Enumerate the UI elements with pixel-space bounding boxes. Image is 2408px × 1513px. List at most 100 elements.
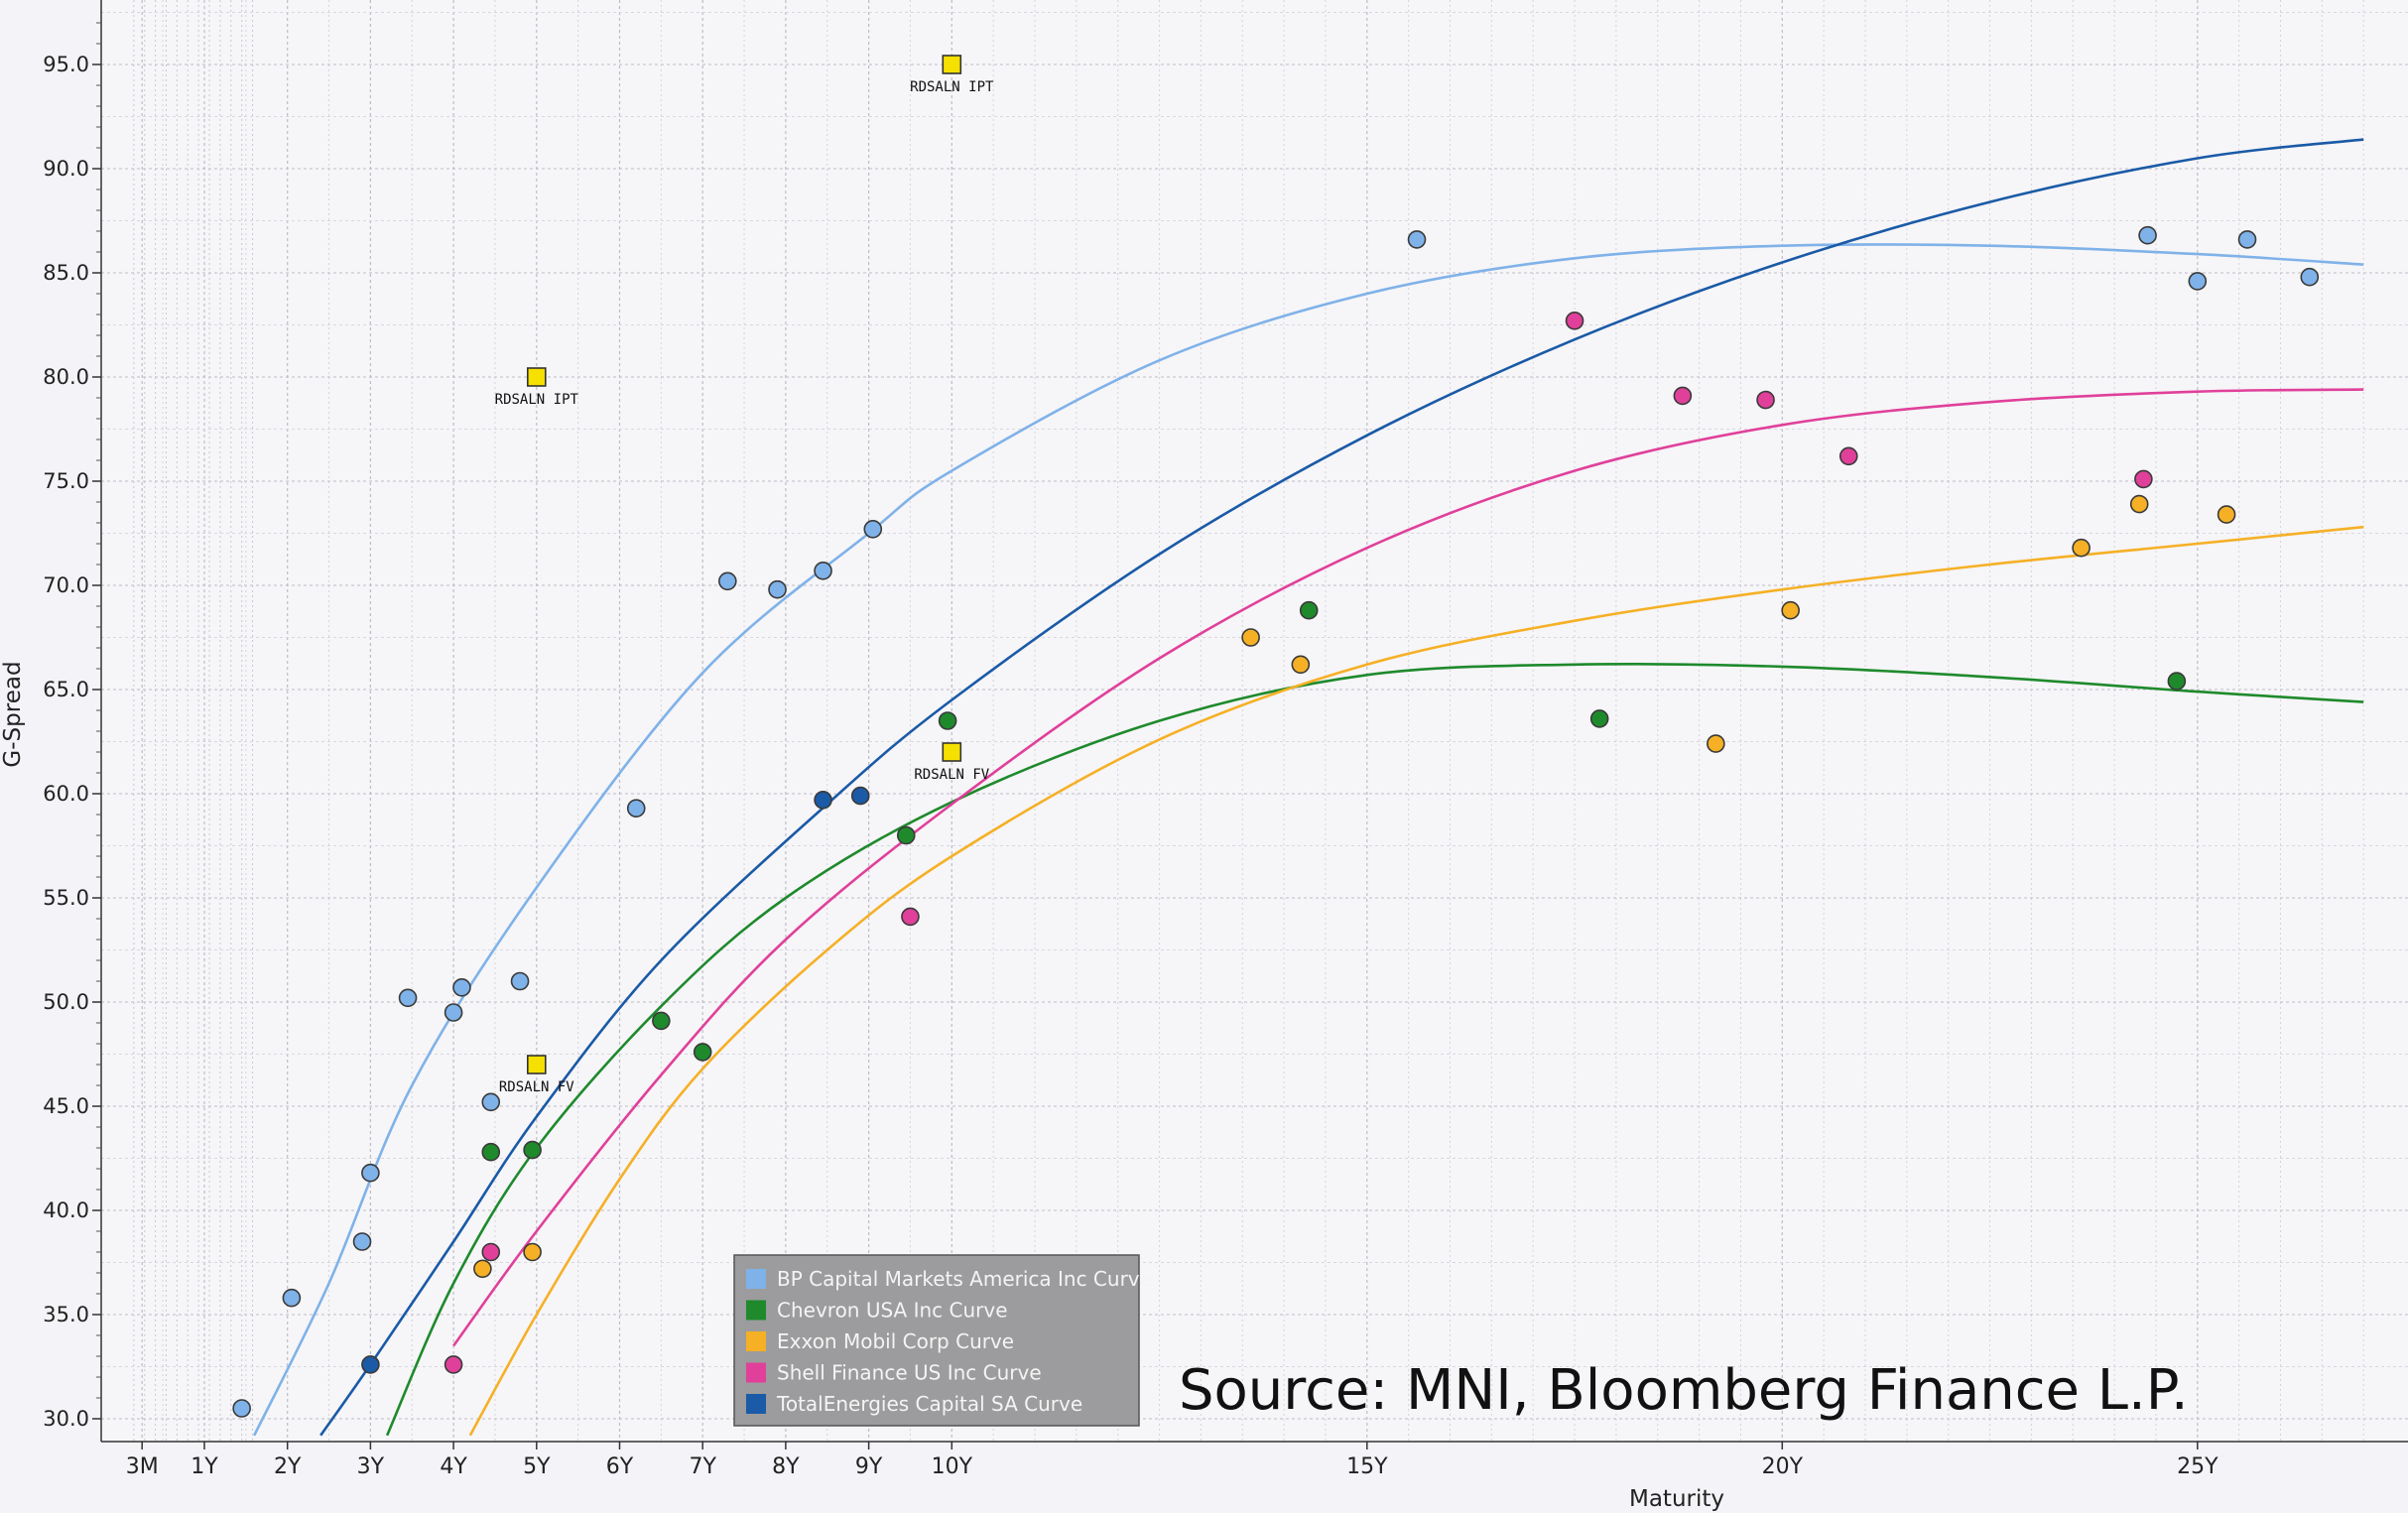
y-tick-label: 95.0 [43,53,89,76]
x-tick-label: 7Y [689,1454,716,1479]
data-point [768,579,787,599]
grid-lines [101,0,2408,1442]
data-point [1299,600,1319,620]
annotation-label: RDSALN FV [499,1079,574,1095]
data-point [2138,225,2157,245]
data-point [473,1259,492,1279]
y-tick-label: 85.0 [43,261,89,285]
fitted-curve-line [385,662,2364,1437]
annotation-label: RDSALN FV [914,767,989,783]
x-tick-label: 25Y [2177,1454,2218,1479]
y-tick-label: 90.0 [43,157,89,181]
data-point [850,786,870,806]
legend-entry-label: Shell Finance US Inc Curve [777,1361,1042,1385]
data-point [444,1355,463,1374]
fitted-curves [253,138,2364,1437]
data-point [510,971,530,991]
data-point [901,907,920,927]
axes: 30.0 35.0 40.0 45.0 50.0 55.0 60.0 65.0 70.0 75.0… [43,0,2408,1479]
data-point [1407,230,1427,249]
data-point [1707,734,1725,753]
data-point [444,1003,463,1022]
legend-entry-label: Exxon Mobil Corp Curve [777,1329,1014,1353]
x-tick-label: 20Y [1762,1454,1804,1479]
data-point [1291,655,1311,675]
data-point [863,519,883,539]
data-point [1781,600,1800,620]
annotation-marker [942,55,962,74]
data-point [361,1163,380,1183]
data-point [2217,505,2236,524]
data-point [2129,494,2149,514]
data-point [2072,538,2091,558]
fitted-curve-line [468,525,2364,1437]
x-tick-label: 1Y [190,1454,218,1479]
data-point [232,1399,251,1418]
data-point [2188,272,2208,291]
plot-area [101,0,2408,1442]
data-point [2134,469,2153,489]
x-axis-title: Maturity [1629,1486,1724,1512]
data-point [481,1092,501,1112]
legend-entry-label: TotalEnergies Capital SA Curve [776,1392,1082,1416]
data-point [361,1355,380,1374]
fitted-curve-line [253,243,2364,1437]
y-tick-label: 65.0 [43,678,89,701]
annotation-label: RDSALN IPT [910,79,994,95]
x-tick-label: 3Y [357,1454,385,1479]
y-tick-label: 30.0 [43,1407,89,1431]
x-tick-label: 8Y [772,1454,800,1479]
data-point [282,1288,302,1308]
fitted-curve-line [452,388,2364,1347]
data-point [352,1232,372,1251]
data-point [481,1142,501,1162]
data-point [2237,230,2257,249]
data-point [2167,672,2187,691]
legend-swatch [746,1331,766,1351]
data-point [693,1043,712,1062]
data-point [398,988,418,1008]
data-point [1241,628,1260,647]
y-tick-label: 70.0 [43,573,89,597]
data-point [652,1011,671,1031]
x-tick-label: 3M [126,1454,159,1479]
data-point [814,561,832,580]
x-tick-label: 2Y [274,1454,302,1479]
data-point [523,1242,542,1262]
y-tick-label: 45.0 [43,1094,89,1118]
y-tick-label: 55.0 [43,886,89,910]
legend-entry-label: Chevron USA Inc Curve [777,1299,1008,1323]
x-tick-label: 6Y [606,1454,634,1479]
data-points [232,225,2320,1418]
data-point [452,977,471,997]
annotation-label: RDSALN IPT [495,392,579,408]
x-tick-label: 15Y [1346,1454,1388,1479]
annotation-marker [942,742,962,762]
y-axis-title: G-Spread [0,661,26,767]
data-point [2300,267,2320,287]
y-tick-label: 60.0 [43,782,89,806]
legend-swatch [746,1269,766,1289]
y-tick-label: 35.0 [43,1303,89,1326]
source-note: Source: MNI, Bloomberg Finance L.P. [1179,1358,2189,1423]
legend-swatch [746,1300,766,1321]
legend: BP Capital Markets America Inc Curve Chev… [733,1254,1152,1427]
x-tick-label: 9Y [855,1454,883,1479]
legend-swatch [746,1362,766,1383]
data-point [1589,709,1609,728]
y-tick-label: 80.0 [43,365,89,389]
y-tick-label: 75.0 [43,469,89,493]
x-tick-label: 4Y [440,1454,467,1479]
data-point [1756,390,1775,410]
legend-entry-label: BP Capital Markets America Inc Curve [777,1267,1152,1291]
data-point [718,571,737,591]
legend-swatch [746,1394,766,1414]
annotation-marker [526,367,547,387]
data-point [1673,386,1693,406]
data-point [1565,311,1584,330]
fitted-curve-line [319,138,2364,1437]
data-point [626,799,646,819]
plot-background [101,0,2408,1442]
